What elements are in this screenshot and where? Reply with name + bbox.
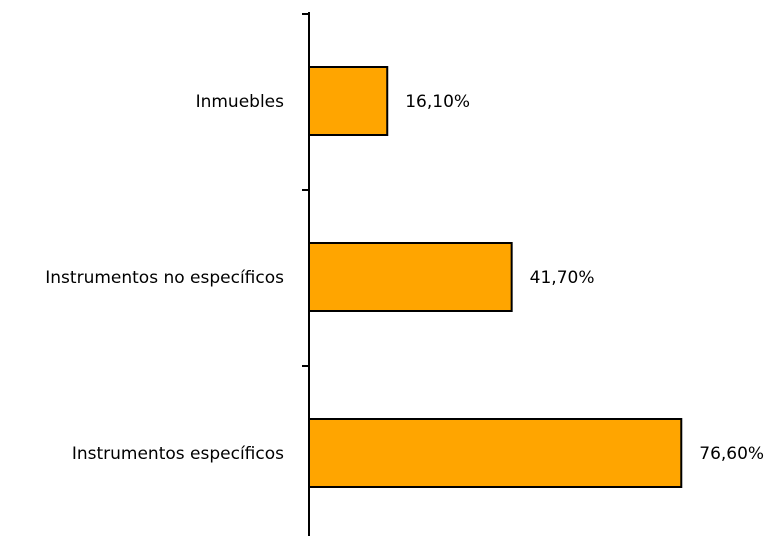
bar-1 [308,66,389,136]
bar-2 [308,242,513,312]
category-label: Instrumentos no específicos [45,268,284,288]
category-label: Inmuebles [196,92,285,112]
category-label: Instrumentos específicos [72,444,284,464]
bars-layer [308,66,683,488]
axis-layer [302,12,310,536]
data-label: 76,60% [699,444,764,464]
labels-layer: Inmuebles 16,10% Instrumentos no específic… [45,92,764,464]
bar-3 [308,418,683,488]
data-label: 41,70% [530,268,595,288]
data-label: 16,10% [405,92,470,112]
